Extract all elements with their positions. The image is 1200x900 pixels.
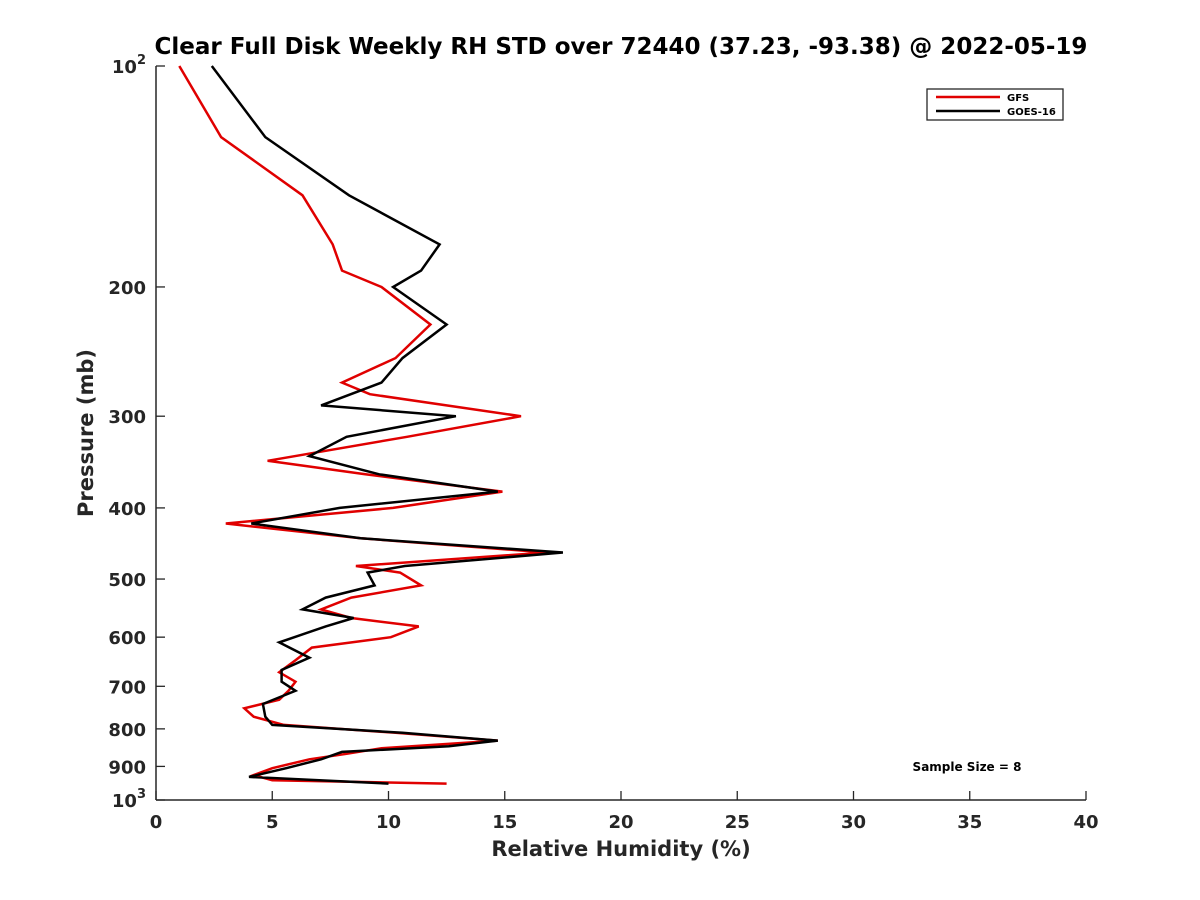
y-ticks: 102 200 300 400 500 600 700 800 900 103 (108, 53, 165, 812)
chart-title: Clear Full Disk Weekly RH STD over 72440… (155, 34, 1088, 60)
series-line-gfs (178, 65, 547, 785)
y-tick-label: 200 (108, 278, 146, 299)
y-tick-label: 300 (108, 407, 146, 428)
y-tick-label: 900 (108, 757, 146, 778)
x-tick-label: 40 (1073, 812, 1098, 833)
x-tick-label: 35 (957, 812, 982, 833)
y-tick-label: 800 (108, 720, 146, 741)
x-axis-label: Relative Humidity (%) (491, 837, 750, 861)
x-ticks: 0 5 10 15 20 25 30 35 40 (150, 791, 1099, 833)
x-tick-label: 25 (725, 812, 750, 833)
x-tick-label: 20 (608, 812, 633, 833)
sample-size-annotation: Sample Size = 8 (913, 760, 1022, 774)
x-tick-label: 10 (376, 812, 401, 833)
legend-label-goes16: GOES-16 (1007, 107, 1056, 118)
y-tick-label: 600 (108, 628, 146, 649)
y-tick-label: 500 (108, 570, 146, 591)
x-tick-label: 30 (841, 812, 866, 833)
y-tick-label: 103 (112, 787, 146, 812)
x-tick-label: 5 (266, 812, 279, 833)
series-line-goes16 (210, 65, 564, 785)
legend-box (926, 88, 1064, 121)
y-tick-label: 400 (108, 499, 146, 520)
legend: GFS GOES-16 (926, 88, 1064, 121)
series-layer (178, 65, 564, 785)
x-tick-label: 15 (492, 812, 517, 833)
y-tick-label: 102 (112, 53, 146, 78)
y-axis-label: Pressure (mb) (74, 349, 98, 517)
y-tick-label: 700 (108, 677, 146, 698)
legend-label-gfs: GFS (1007, 93, 1029, 104)
x-tick-label: 0 (150, 812, 163, 833)
